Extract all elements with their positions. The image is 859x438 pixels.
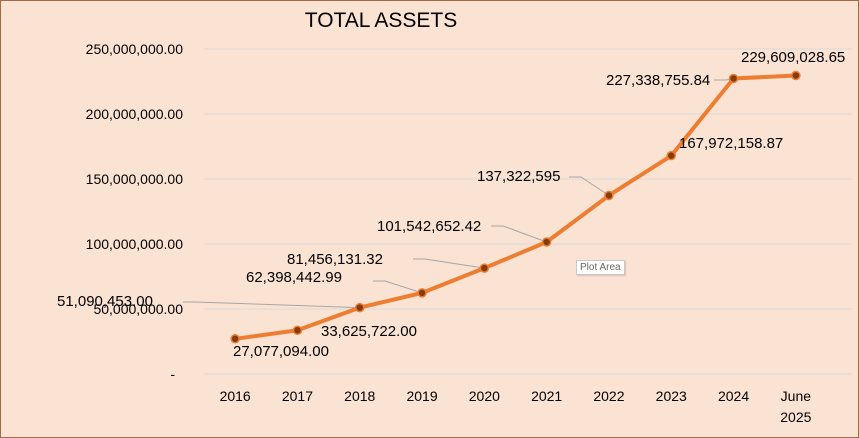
x-tick-label: 2023 [656, 388, 687, 404]
data-point [292, 325, 303, 336]
data-label: 51,090,453.00 [57, 293, 153, 310]
data-point [230, 334, 240, 344]
leader-line [491, 225, 547, 243]
leader-line [373, 280, 423, 294]
data-label: 137,322,595 [477, 168, 560, 185]
data-point [355, 302, 365, 313]
data-point [479, 263, 490, 273]
data-point [728, 73, 739, 84]
data-point [417, 288, 427, 298]
x-tick-label: 2019 [406, 388, 437, 404]
y-tick-label: 250,000,000.00 [86, 41, 184, 57]
x-tick-label: 2024 [718, 388, 749, 404]
x-tick-label: 2020 [469, 388, 500, 404]
leader-line [413, 258, 485, 269]
data-label: 167,972,158.87 [679, 135, 783, 152]
x-tick-label: 2016 [220, 388, 251, 404]
leader-line [183, 301, 360, 309]
data-label: 81,456,131.32 [287, 251, 383, 268]
data-label: 27,077,094.00 [233, 343, 329, 360]
y-tick-label: 50,000,000.00 [93, 301, 183, 317]
x-tick-label: June 2025 [780, 388, 811, 425]
data-label: 33,625,722.00 [321, 323, 417, 340]
data-label: 227,338,755.84 [606, 72, 710, 89]
x-tick-label: 2018 [344, 388, 375, 404]
x-tick-label: 2021 [531, 388, 562, 404]
leader-line [569, 176, 610, 196]
data-label: 62,398,442.99 [246, 269, 342, 286]
y-tick-label: 100,000,000.00 [86, 236, 184, 252]
data-point [791, 70, 801, 81]
y-tick-label: - [170, 366, 175, 382]
x-tick-label: 2022 [593, 388, 624, 404]
y-tick-label: 150,000,000.00 [86, 171, 184, 187]
plot-area-tooltip: Plot Area [576, 260, 625, 275]
series-line [233, 73, 798, 341]
y-tick-label: 200,000,000.00 [86, 106, 184, 122]
data-label: 101,542,652.42 [377, 218, 481, 235]
data-point [666, 150, 676, 161]
data-point [604, 190, 614, 201]
chart-title: TOTAL ASSETS [304, 9, 458, 32]
x-tick-label: 2017 [282, 388, 313, 404]
data-point [541, 237, 552, 247]
data-label: 229,609,028.65 [741, 49, 845, 66]
